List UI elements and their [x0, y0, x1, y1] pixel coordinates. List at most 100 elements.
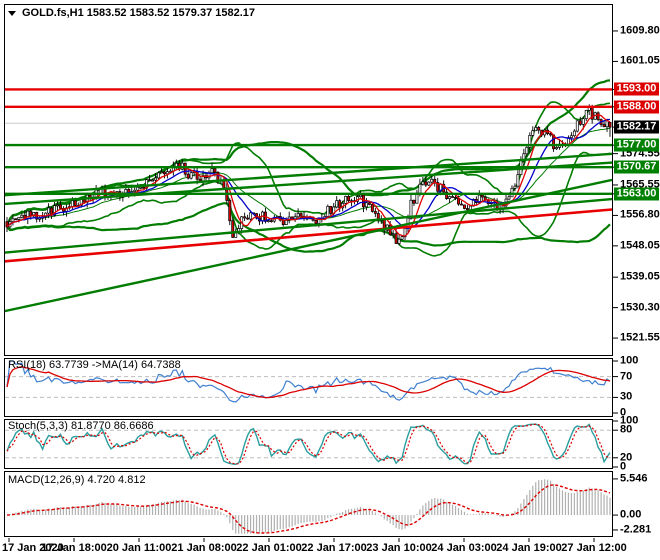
- trend-line: [5, 208, 612, 263]
- main-panel-border: [4, 4, 613, 356]
- candle: [162, 171, 166, 175]
- stoch-k-line: [6, 423, 611, 466]
- candle: [584, 109, 588, 120]
- candle: [581, 118, 585, 125]
- candle: [445, 191, 449, 199]
- candle: [157, 172, 160, 179]
- candle: [231, 220, 235, 238]
- candle: [460, 203, 463, 206]
- price-tick-label: 1556.80: [620, 208, 660, 221]
- candle: [575, 120, 579, 132]
- price-tick-label: 1601.05: [620, 54, 660, 67]
- candle: [222, 180, 226, 189]
- candle: [436, 182, 440, 192]
- candle: [477, 194, 481, 203]
- rsi-tick-label: 0: [620, 406, 627, 419]
- candle: [168, 170, 172, 173]
- price-tick-label: 1539.05: [620, 270, 660, 283]
- symbol-ohlc-title: GOLD.fs,H1 1583.52 1583.52 1579.37 1582.…: [22, 7, 256, 19]
- rsi-line: [6, 360, 611, 403]
- candle: [314, 219, 318, 224]
- candle: [507, 196, 511, 200]
- candle: [480, 194, 484, 198]
- candle: [165, 171, 169, 175]
- candle: [412, 199, 416, 204]
- candle: [20, 214, 24, 218]
- candle: [56, 204, 59, 207]
- candle: [427, 181, 431, 186]
- candle: [534, 127, 538, 132]
- time-tick-label: 22 Jan 01:00: [236, 542, 302, 554]
- support-price-badge: 1577.00: [614, 138, 659, 152]
- stoch-tick-label: 80: [620, 423, 633, 436]
- candle: [11, 218, 15, 222]
- price-tick-label: 1530.30: [620, 301, 660, 314]
- stoch-tick-label: 100: [620, 414, 639, 427]
- candle: [213, 168, 217, 173]
- stochastic-indicator-label: Stoch(5,3,3) 81.8770 86.6686: [8, 420, 154, 432]
- time-tick-label: 22 Jan 17:00: [301, 542, 367, 554]
- macd-tick-label: 5.546: [620, 472, 648, 485]
- candle: [338, 200, 342, 209]
- candle: [284, 219, 288, 226]
- time-tick-label: 24 Jan 03:00: [431, 542, 497, 554]
- candle: [29, 210, 33, 217]
- candle: [266, 220, 270, 223]
- symbol-dropdown-icon[interactable]: [8, 10, 16, 16]
- price-tick-label: 1521.55: [620, 331, 660, 344]
- chart-title: GOLD.fs,H1 1583.52 1583.52 1579.37 1582.…: [8, 7, 255, 19]
- candle: [394, 233, 398, 244]
- candle: [269, 220, 273, 223]
- candle: [602, 124, 606, 128]
- time-tick-label: 23 Jan 10:00: [366, 542, 432, 554]
- candle: [243, 216, 247, 219]
- price-tick-label: 1609.80: [620, 24, 660, 37]
- candle: [465, 208, 469, 211]
- candle: [139, 186, 143, 189]
- candle: [73, 200, 77, 206]
- candle: [555, 147, 558, 150]
- candle: [454, 196, 457, 199]
- candle: [210, 168, 214, 174]
- candle: [430, 178, 434, 183]
- candle: [234, 232, 238, 238]
- candle: [528, 135, 532, 148]
- candle: [572, 130, 576, 137]
- support-price-badge: 1570.67: [614, 160, 659, 174]
- candle: [160, 171, 163, 174]
- candle: [70, 200, 74, 207]
- candle: [299, 213, 303, 217]
- candle: [186, 173, 190, 179]
- candle: [359, 194, 362, 198]
- candle: [364, 202, 368, 208]
- trend-line: [5, 178, 612, 313]
- candle: [418, 183, 422, 194]
- main-plot: [5, 79, 612, 313]
- candle: [388, 224, 392, 236]
- rsi-panel-border: [4, 358, 613, 417]
- candle: [605, 120, 609, 128]
- support-price-badge: 1563.00: [614, 187, 659, 201]
- candle: [17, 216, 21, 220]
- candle: [370, 204, 374, 212]
- candle: [448, 196, 452, 199]
- candle: [142, 186, 146, 189]
- candle: [510, 187, 514, 198]
- candle: [457, 198, 460, 205]
- time-tick-label: 17 Jan 18:00: [41, 542, 107, 554]
- stoch-tick-label: 20: [620, 451, 633, 464]
- time-tick-label: 20 Jan 11:00: [106, 542, 172, 554]
- trend-line: [5, 197, 612, 254]
- candle: [516, 174, 520, 187]
- rsi-tick-label: 70: [620, 370, 633, 383]
- candle: [326, 205, 330, 217]
- candle: [537, 127, 541, 131]
- candle: [335, 200, 339, 208]
- price-tick-label: 1548.05: [620, 239, 660, 252]
- candle: [344, 195, 348, 204]
- stoch-d-line: [6, 423, 611, 465]
- candle: [421, 181, 425, 185]
- macd-tick-label: 0.00: [620, 508, 642, 521]
